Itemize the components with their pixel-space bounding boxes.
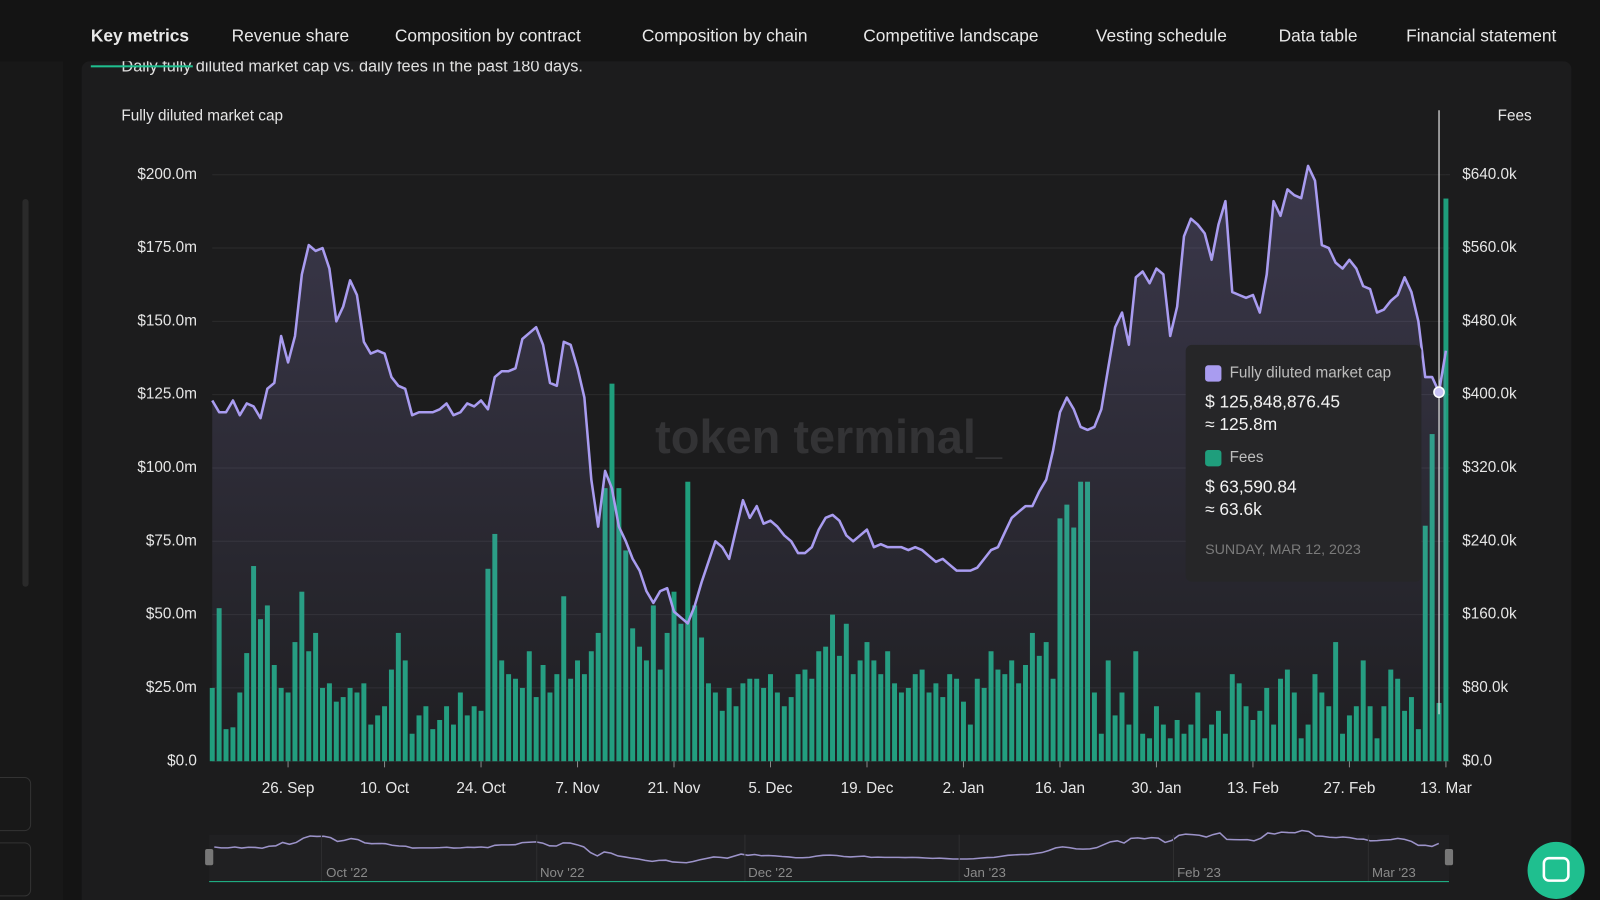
y-tick-label: $175.0m	[137, 239, 197, 256]
tab[interactable]: Composition by chain	[642, 25, 808, 45]
navigator-label: Nov '22	[540, 865, 585, 880]
x-tick-label: 16. Jan	[1035, 780, 1085, 797]
y-tick-label: $100.0m	[137, 459, 197, 476]
chat-icon	[1542, 856, 1570, 882]
tooltip-value: $ 125,848,876.45	[1205, 392, 1340, 412]
bar	[1443, 198, 1449, 762]
y-tick-label: $200.0m	[137, 166, 197, 183]
navigator-label: Feb '23	[1177, 865, 1221, 880]
tooltip-approx: ≈ 125.8m	[1205, 414, 1277, 434]
tooltip-series: Fully diluted market cap	[1230, 365, 1392, 382]
x-tick-label: 7. Nov	[555, 780, 600, 797]
x-tick-label: 21. Nov	[648, 780, 701, 797]
navigator[interactable]	[209, 834, 1449, 882]
subtitle: Daily fully diluted market cap vs. daily…	[121, 58, 583, 76]
line	[211, 164, 1448, 625]
y-tick-label: $150.0m	[137, 312, 197, 329]
x-tick-label: 5. Dec	[748, 780, 793, 797]
navigator-handle[interactable]	[205, 848, 214, 866]
navigator-label: Jan '23	[964, 865, 1006, 880]
y2-tick-label: $640.0k	[1462, 166, 1517, 183]
y2-tick-label: $80.0k	[1462, 679, 1508, 696]
tab[interactable]: Competitive landscape	[863, 25, 1038, 45]
line-area	[212, 165, 1446, 762]
y2-tick-label: $160.0k	[1462, 606, 1517, 623]
tooltip-series: Fees	[1230, 449, 1264, 466]
tooltip-value: $ 63,590.84	[1205, 476, 1297, 496]
x-tick-label: 13. Mar	[1420, 780, 1472, 797]
x-tick-label: 27. Feb	[1323, 780, 1375, 797]
navigator-line	[214, 829, 1440, 864]
tooltip-swatch	[1205, 365, 1222, 382]
tab[interactable]: Data table	[1279, 25, 1358, 45]
sidebar-button[interactable]	[0, 842, 32, 897]
tab-underline	[90, 65, 193, 68]
x-tick-label: 2. Jan	[943, 780, 985, 797]
tab[interactable]: Financial statement	[1406, 25, 1556, 45]
sidebar-scroll	[22, 198, 29, 587]
chart: Daily fully diluted market cap vs. daily…	[121, 58, 1532, 883]
tab[interactable]: Composition by contract	[395, 25, 581, 45]
x-tick-label: 19. Dec	[841, 780, 894, 797]
tab-bar-bg	[0, 0, 1600, 62]
y-tick-label: $0.0	[167, 752, 197, 769]
tooltip	[1185, 344, 1422, 582]
tab-bar: Key metrics Revenue share Composition by c…	[0, 0, 1600, 68]
y2-tick-label: $480.0k	[1462, 312, 1517, 329]
chat-button[interactable]	[1527, 841, 1585, 899]
hover-point	[1433, 386, 1445, 399]
watermark: token terminal_	[655, 411, 1003, 463]
y2-tick-label: $320.0k	[1462, 459, 1517, 476]
tooltip-date: SUNDAY, MAR 12, 2023	[1205, 542, 1361, 558]
tooltip-swatch	[1205, 450, 1222, 467]
navigator-label: Dec '22	[748, 865, 793, 880]
y2-tick-label: $0.0	[1462, 752, 1492, 769]
x-tick-label: 26. Sep	[262, 780, 315, 797]
y2-tick-label: $400.0k	[1462, 386, 1517, 403]
sidebar	[0, 61, 64, 900]
y-tick-label: $125.0m	[137, 386, 197, 403]
navigator-label: Oct '22	[326, 865, 368, 880]
tab[interactable]: Key metrics	[91, 25, 189, 45]
y2-tick-label: $240.0k	[1462, 532, 1517, 549]
x-tick-label: 24. Oct	[456, 780, 506, 797]
tab[interactable]: Vesting schedule	[1096, 25, 1227, 45]
sidebar-button[interactable]	[0, 777, 32, 832]
y-axis-title: Fully diluted market cap	[121, 107, 283, 124]
y-tick-label: $25.0m	[146, 679, 197, 696]
x-tick-label: 10. Oct	[360, 780, 410, 797]
tab[interactable]: Revenue share	[232, 25, 350, 45]
y-tick-label: $75.0m	[146, 532, 197, 549]
x-tick-label: 13. Feb	[1227, 780, 1279, 797]
y-tick-label: $50.0m	[146, 606, 197, 623]
tooltip-approx: ≈ 63.6k	[1205, 499, 1262, 519]
y2-axis-title: Fees	[1498, 107, 1532, 124]
navigator-label: Mar '23	[1372, 865, 1416, 880]
navigator-handle[interactable]	[1444, 848, 1454, 866]
y2-tick-label: $560.0k	[1462, 239, 1517, 256]
x-tick-label: 30. Jan	[1131, 780, 1181, 797]
